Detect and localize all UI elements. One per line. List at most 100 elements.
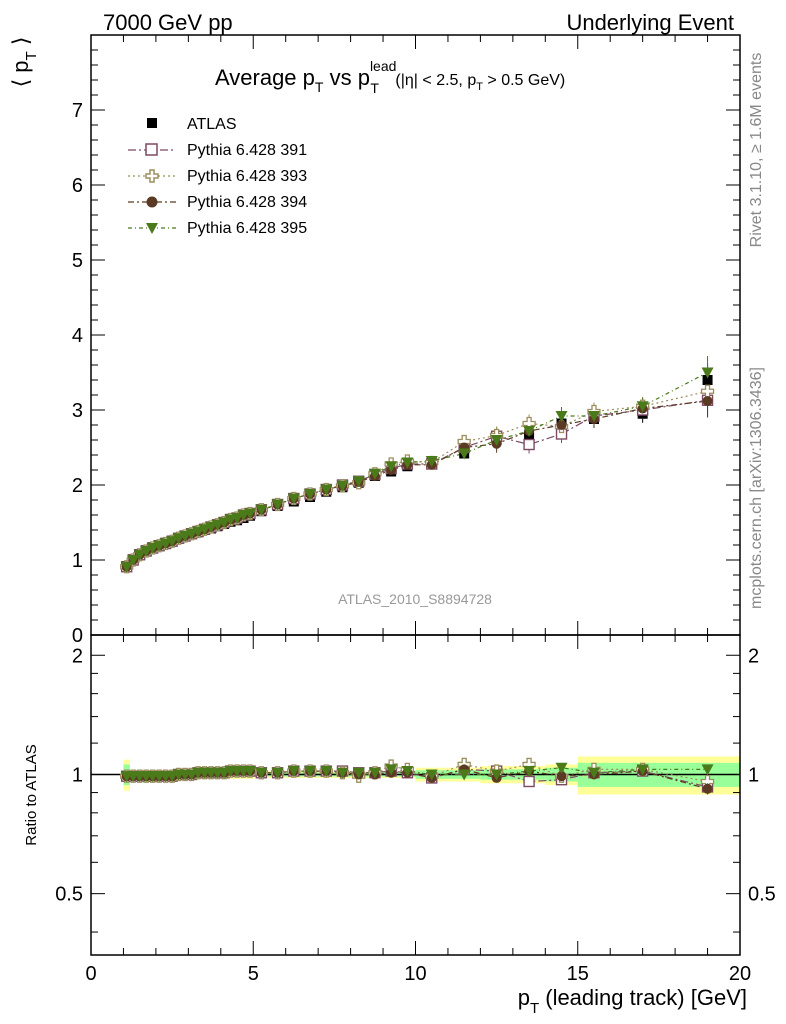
title-cuts-sub: T — [476, 81, 483, 93]
legend: ATLAS Pythia 6.428 391 Pythia 6.428 393 … — [128, 116, 307, 237]
x-tick-label: 20 — [729, 963, 751, 985]
data-point-395 — [198, 524, 211, 536]
data-point-395 — [172, 533, 185, 545]
legend-entry-395: Pythia 6.428 395 — [128, 220, 307, 237]
data-point-394 — [556, 420, 567, 430]
data-point-395 — [490, 435, 503, 446]
data-point-395 — [159, 538, 172, 550]
ratio-point-394 — [556, 771, 567, 782]
x-tick-label: 10 — [404, 963, 426, 985]
title-sub2: T — [370, 80, 379, 96]
ratio-ytick-label-right: 1 — [748, 764, 759, 786]
ratio-ytick-label-left: 1 — [72, 764, 83, 786]
ratio-point-395 — [368, 767, 381, 779]
header-right: Underlying Event — [566, 10, 734, 35]
ratio-point-395 — [336, 767, 349, 779]
analysis-watermark: ATLAS_2010_S8894728 — [338, 591, 492, 607]
ratio-ytick-label-left: 0.5 — [55, 884, 83, 906]
chart-title: Average pT vs plead T (|η| < 2.5, pT > 0.… — [215, 58, 565, 96]
ratio-point-395 — [352, 767, 365, 779]
legend-entry-393: Pythia 6.428 393 — [128, 168, 307, 185]
x-tick-label: 0 — [85, 963, 96, 985]
x-axis-label: pT (leading track) [GeV] — [518, 985, 747, 1017]
ratio-point-395 — [701, 764, 714, 776]
legend-label-391: Pythia 6.428 391 — [187, 142, 307, 159]
data-point-395 — [287, 493, 300, 505]
legend-label-395: Pythia 6.428 395 — [187, 220, 307, 237]
data-point-395 — [140, 546, 153, 557]
data-point-395 — [458, 448, 471, 460]
legend-marker-391 — [145, 143, 158, 156]
data-point-395 — [127, 555, 140, 566]
data-point-395 — [587, 411, 600, 422]
mcplots-label: mcplots.cern.ch [arXiv:1306.3436] — [748, 367, 765, 609]
data-point-395 — [120, 561, 133, 573]
title-sub1: T — [315, 79, 324, 95]
x-tick-label: 15 — [567, 963, 589, 985]
ratio-y-label: Ratio to ATLAS — [23, 744, 40, 845]
ratio-point-395 — [320, 766, 333, 778]
data-point-395 — [425, 456, 438, 467]
legend-marker-394 — [146, 196, 158, 208]
data-point-395 — [244, 508, 257, 520]
legend-label-atlas: ATLAS — [187, 116, 237, 133]
data-point-395 — [166, 536, 179, 548]
data-point-395 — [153, 540, 166, 552]
title-sup: lead — [370, 58, 396, 74]
series-line-391 — [126, 399, 708, 568]
data-point-394 — [702, 396, 713, 406]
ratio-point-395 — [255, 767, 268, 779]
ratio-ytick-label-right: 0.5 — [748, 884, 776, 906]
data-point-395 — [320, 484, 333, 496]
data-point-395 — [523, 426, 536, 437]
legend-marker-395 — [146, 223, 158, 234]
data-point-395 — [701, 367, 714, 379]
title-cuts-a: (|η| < 2.5, p — [391, 72, 476, 89]
legend-entry-394: Pythia 6.428 394 — [128, 194, 307, 211]
ratio-point-395 — [523, 766, 536, 778]
ratio-point-395 — [555, 762, 568, 774]
series-line-394 — [126, 400, 708, 568]
legend-label-393: Pythia 6.428 393 — [187, 168, 307, 185]
data-point-391 — [523, 438, 535, 451]
data-point-395 — [231, 513, 244, 524]
ratio-point-395 — [490, 769, 503, 781]
data-point-atlas — [702, 375, 713, 385]
ratio-point-395 — [271, 767, 284, 779]
data-point-395 — [336, 480, 349, 492]
data-point-395 — [133, 549, 146, 561]
ratio-point-395 — [458, 769, 471, 781]
title-vs: vs p — [323, 65, 369, 90]
ratio-frame — [90, 634, 741, 956]
main-ytick-label: 2 — [72, 475, 83, 497]
ratio-point-395 — [287, 766, 300, 778]
data-point-395 — [179, 531, 192, 542]
ratio-point-395 — [587, 767, 600, 779]
data-point-395 — [146, 543, 159, 554]
series-line-393 — [126, 390, 708, 568]
data-point-395 — [304, 489, 317, 500]
data-point-395 — [218, 517, 231, 529]
data-point-395 — [555, 411, 568, 422]
header-left: 7000 GeV pp — [103, 10, 233, 35]
ratio-point-395 — [636, 764, 649, 776]
title-main: Average p — [215, 65, 315, 90]
data-point-395 — [636, 401, 649, 413]
data-point-395 — [255, 504, 268, 516]
data-point-395 — [271, 499, 284, 511]
x-tick-label: 5 — [248, 963, 259, 985]
data-point-395 — [211, 519, 224, 531]
legend-marker-393 — [145, 169, 159, 183]
main-ytick-label: 0 — [72, 625, 83, 647]
main-ytick-label: 1 — [72, 550, 83, 572]
ratio-point-391 — [523, 775, 535, 788]
ratio-point-395 — [425, 769, 438, 781]
data-point-395 — [385, 461, 398, 473]
data-point-395 — [205, 522, 218, 533]
legend-entry-atlas: ATLAS — [147, 116, 237, 133]
rivet-label: Rivet 3.1.10, ≥ 1.6M events — [748, 53, 765, 248]
ratio-point-394 — [702, 783, 713, 794]
legend-entry-391: Pythia 6.428 391 — [128, 142, 307, 159]
main-ytick-label: 7 — [72, 100, 83, 122]
